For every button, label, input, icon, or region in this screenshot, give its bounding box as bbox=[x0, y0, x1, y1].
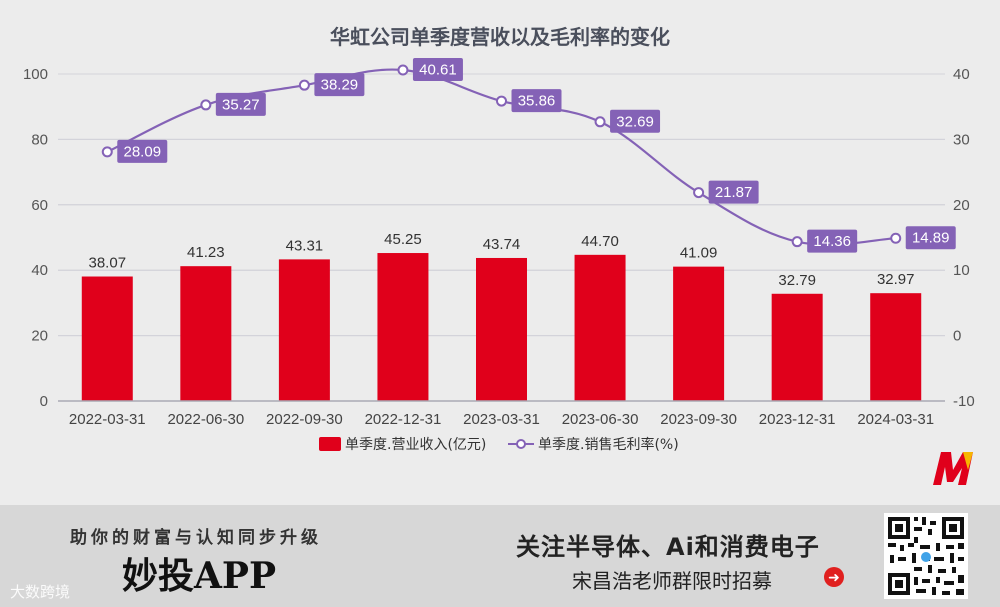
legend-bar-swatch bbox=[319, 437, 341, 451]
y-right-tick-label: 0 bbox=[953, 328, 961, 345]
bar-data-label: 45.25 bbox=[384, 231, 422, 248]
line-point bbox=[791, 236, 803, 248]
bar-data-label: 32.97 bbox=[877, 271, 915, 288]
line-data-label: 14.36 bbox=[813, 233, 851, 250]
bars-layer bbox=[81, 253, 922, 401]
line-data-label: 32.69 bbox=[616, 113, 654, 130]
bar bbox=[870, 293, 922, 401]
x-tick-label: 2024-03-31 bbox=[857, 411, 934, 428]
bar bbox=[278, 259, 330, 401]
y-left-tick-label: 0 bbox=[40, 393, 48, 410]
line-label-box bbox=[807, 229, 858, 253]
line-point bbox=[101, 146, 113, 158]
bar-data-label: 41.23 bbox=[187, 244, 225, 261]
legend-line-marker bbox=[516, 439, 526, 449]
line-label-box bbox=[511, 89, 562, 113]
line-point bbox=[890, 232, 902, 244]
legend-line-label[interactable]: 单季度.销售毛利率(%) bbox=[538, 436, 679, 453]
footer-group-line[interactable]: 宋昌浩老师群限时招募 bbox=[572, 569, 772, 593]
line-data-label: 21.87 bbox=[715, 184, 753, 201]
line-label-box bbox=[412, 58, 463, 82]
x-tick-label: 2022-06-30 bbox=[167, 411, 244, 428]
x-tick-label: 2023-06-30 bbox=[562, 411, 639, 428]
y-right-tick-label: 30 bbox=[953, 131, 970, 148]
y-right-tick-label: 40 bbox=[953, 66, 970, 83]
bar-data-label: 43.74 bbox=[483, 236, 521, 253]
line-data-label: 28.09 bbox=[124, 143, 162, 160]
watermark-text: 大数跨境 bbox=[10, 583, 71, 601]
bar-data-label: 44.70 bbox=[581, 233, 619, 250]
x-tick-label: 2022-12-31 bbox=[365, 411, 442, 428]
x-tick-label: 2023-09-30 bbox=[660, 411, 737, 428]
line-data-label: 14.89 bbox=[912, 230, 950, 247]
line-label-box bbox=[314, 73, 365, 97]
y-right-tick-label: -10 bbox=[953, 393, 975, 410]
m-logo-icon bbox=[933, 452, 973, 485]
legend-bar-label[interactable]: 单季度.营业收入(亿元) bbox=[345, 437, 486, 453]
line-data-label: 38.29 bbox=[321, 77, 359, 94]
footer-app-name[interactable]: 妙投APP bbox=[122, 555, 277, 597]
line-label-box bbox=[905, 226, 956, 250]
bar bbox=[574, 254, 626, 401]
qr-code-icon[interactable] bbox=[884, 513, 968, 599]
line-point bbox=[693, 187, 705, 199]
line-data-label: 40.61 bbox=[419, 62, 457, 79]
bar bbox=[180, 266, 232, 401]
chart-area: 华虹公司单季度营收以及毛利率的变化 38.07 41.23 43.31 45.25 43… bbox=[23, 25, 975, 485]
bar-data-label: 38.07 bbox=[89, 255, 127, 272]
y-left-tick-label: 80 bbox=[31, 131, 48, 148]
line-label-box bbox=[708, 180, 759, 204]
arrow-right-icon[interactable]: ➜ bbox=[824, 567, 844, 587]
bar-data-label: 43.31 bbox=[286, 237, 324, 254]
y-right-tick-label: 20 bbox=[953, 197, 970, 214]
line-point bbox=[298, 79, 310, 91]
combo-chart: 华虹公司单季度营收以及毛利率的变化 38.07 41.23 43.31 45.25 43… bbox=[23, 25, 975, 485]
line-point bbox=[200, 99, 212, 111]
x-tick-label: 2023-03-31 bbox=[463, 411, 540, 428]
legend[interactable]: 单季度.营业收入(亿元) 单季度.销售毛利率(%) bbox=[319, 436, 679, 453]
bar-data-label: 41.09 bbox=[680, 245, 718, 262]
bar bbox=[476, 257, 527, 401]
y-left-tick-label: 60 bbox=[31, 197, 48, 214]
y-left-tick-label: 40 bbox=[31, 262, 48, 279]
y-left-tick-label: 20 bbox=[31, 328, 48, 345]
line-label-box bbox=[117, 139, 168, 163]
axis-layer: 0 20 40 60 80 100 -10 0 10 20 30 40 2022-03-31 2022-0… bbox=[23, 66, 975, 428]
chart-title: 华虹公司单季度营收以及毛利率的变化 bbox=[330, 25, 670, 49]
line-point bbox=[397, 64, 409, 76]
x-tick-label: 2023-12-31 bbox=[759, 411, 836, 428]
x-tick-label: 2022-03-31 bbox=[69, 411, 146, 428]
footer-focus-line: 关注半导体、Ai和消费电子 bbox=[516, 533, 820, 561]
bar bbox=[81, 276, 133, 401]
line-label-box bbox=[215, 92, 266, 116]
line-point bbox=[496, 95, 507, 107]
bar bbox=[673, 266, 725, 401]
line-layer bbox=[101, 64, 902, 248]
line-data-label: 35.27 bbox=[222, 96, 260, 113]
bar bbox=[377, 253, 429, 401]
footer-banner: 助你的财富与认知同步升级 妙投APP 大数跨境 关注半导体、Ai和消费电子 宋昌… bbox=[0, 505, 1000, 607]
footer-slogan: 助你的财富与认知同步升级 bbox=[70, 528, 322, 548]
bar-data-label: 32.79 bbox=[778, 272, 816, 289]
x-tick-label: 2022-09-30 bbox=[266, 411, 343, 428]
bar bbox=[771, 293, 823, 401]
labels-layer: 38.07 41.23 43.31 45.25 43.74 44.70 41.09 32.79… bbox=[89, 58, 956, 289]
y-right-tick-label: 10 bbox=[953, 262, 970, 279]
y-left-tick-label: 100 bbox=[23, 66, 48, 83]
line-point bbox=[594, 116, 606, 128]
line-label-box bbox=[610, 109, 661, 133]
line-data-label: 35.86 bbox=[518, 93, 556, 110]
